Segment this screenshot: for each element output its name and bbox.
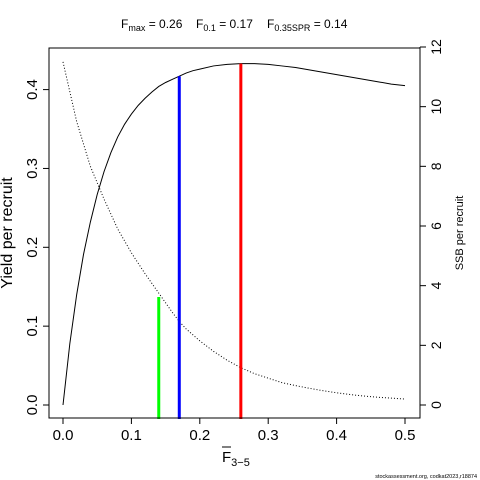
y-tick-label: 0.0 [24, 395, 41, 416]
x-axis-title-sub: 3−5 [231, 457, 250, 469]
credit-text: stockassessment.org, codkat2023,r18874 [375, 474, 477, 480]
x-tick-label: 0.4 [326, 427, 347, 444]
y2-axis-title: SSB per recruit [454, 196, 466, 271]
y-tick-label: 0.3 [24, 158, 41, 179]
y2-tick-label: 12 [428, 39, 444, 55]
x-tick-label: 0.2 [189, 427, 210, 444]
header-ref-fmax-sub: max [128, 23, 146, 33]
y2-tick-label: 6 [428, 222, 444, 230]
y-tick-label: 0.4 [24, 79, 41, 100]
y2-tick-label: 10 [428, 99, 444, 115]
ssb-per-recruit-line [62, 61, 406, 400]
y2-tick-label: 0 [428, 401, 444, 409]
y-axis-right: 0 2 4 6 8 10 12 [419, 39, 444, 409]
y-tick-label: 0.2 [24, 237, 41, 258]
header-ref-f01-value: = 0.17 [216, 17, 253, 31]
header-ref-f01-main: F [196, 17, 203, 31]
x-axis-title-main: F [222, 449, 231, 466]
y2-tick-label: 2 [428, 341, 444, 349]
header-ref-fspr-value: = 0.14 [310, 17, 347, 31]
x-tick-label: 0.1 [121, 427, 142, 444]
x-axis: 0.0 0.1 0.2 0.3 0.4 0.5 [53, 417, 416, 444]
header-ref-fmax-value: = 0.26 [145, 17, 182, 31]
plot-frame [48, 47, 421, 419]
y-axis-left: 0.0 0.1 0.2 0.3 0.4 [24, 79, 50, 416]
header-ref-fmax: Fmax = 0.26 [121, 17, 183, 33]
header-ref-f01-sub: 0.1 [203, 23, 216, 33]
header-ref-fspr-main: F [267, 17, 274, 31]
reference-lines-group [157, 63, 243, 419]
x-tick-label: 0.3 [258, 427, 279, 444]
header-ref-fmax-main: F [121, 17, 128, 31]
y2-tick-label: 4 [428, 282, 444, 290]
y-tick-label: 0.1 [24, 316, 41, 337]
y-axis-title: Yield per recruit [0, 177, 16, 289]
header-ref-fspr-sub: 0.35SPR [274, 23, 311, 33]
x-axis-title: F3−5 [222, 449, 250, 469]
series-group [62, 61, 406, 406]
x-tick-label: 0.5 [395, 427, 416, 444]
y2-tick-label: 8 [428, 162, 444, 170]
header-ref-f01: F0.1 = 0.17 [196, 17, 253, 33]
yield-per-recruit-line [62, 63, 406, 406]
x-tick-label: 0.0 [53, 427, 74, 444]
header-ref-fspr: F0.35SPR = 0.14 [267, 17, 348, 33]
